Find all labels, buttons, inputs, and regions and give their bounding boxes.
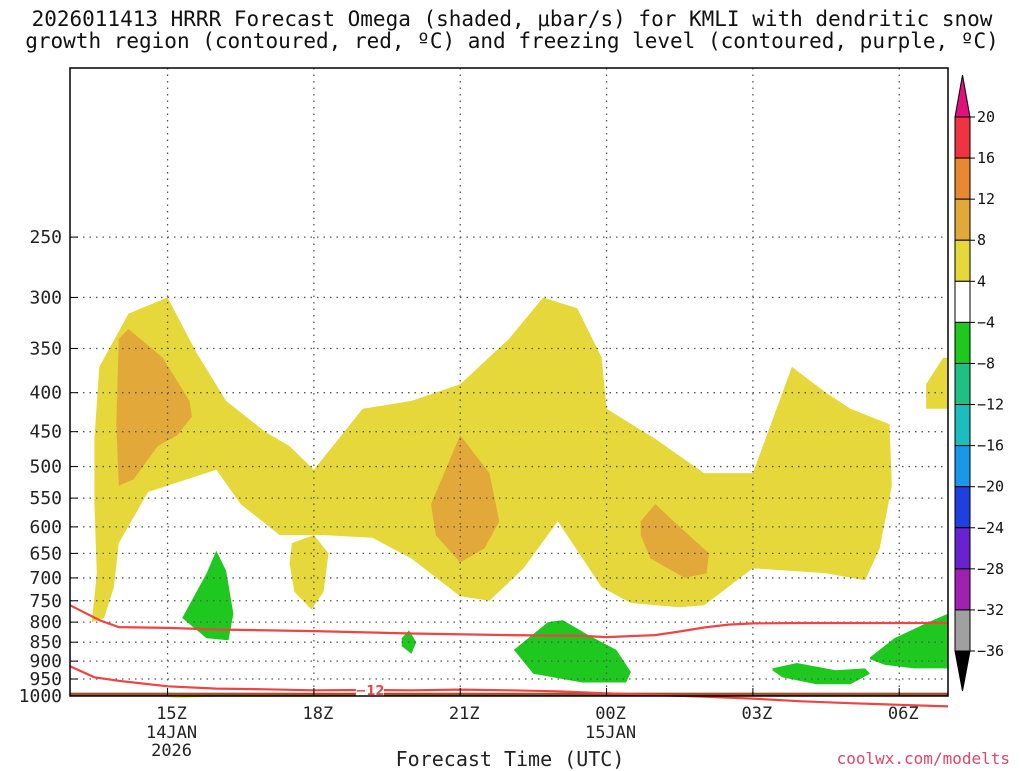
dgz-contour-1 xyxy=(69,665,949,708)
colorbar-swatch-10 xyxy=(954,527,971,570)
omega-region-6 xyxy=(640,504,709,578)
ytick-label-900: 900 xyxy=(29,651,62,672)
credit-link[interactable]: coolwx.com/modelts xyxy=(836,749,1010,768)
xtick-year-0: 2026 xyxy=(151,741,192,761)
colorbar-swatch-8 xyxy=(954,445,971,488)
xtick-label-1: 18Z xyxy=(303,704,334,724)
colorbar-swatch-6 xyxy=(954,362,971,406)
xtick-date-3: 15JAN xyxy=(585,723,636,743)
contour-label-bg-1 xyxy=(355,681,384,698)
chart-title-line-1: 2026011413 HRRR Forecast Omega (shaded, … xyxy=(31,7,993,31)
chart-title-line-2: growth region (contoured, red, ºC) and f… xyxy=(25,29,999,53)
colorbar-label-6: −8 xyxy=(977,354,995,372)
ytick-label-1000: 1000 xyxy=(19,686,62,707)
colorbar-label-2: 12 xyxy=(977,190,995,208)
dgz-contour-0 xyxy=(69,604,948,639)
omega-region-4 xyxy=(116,329,192,486)
colorbar-label-7: −12 xyxy=(977,396,1004,414)
omega-region-11 xyxy=(870,613,948,669)
xtick-label-0: 15Z xyxy=(156,704,187,724)
colorbar-label-4: 4 xyxy=(977,272,986,290)
colorbar-top-arrow xyxy=(954,74,971,118)
colorbar-bottom-arrow xyxy=(954,650,971,692)
colorbar-swatch-11 xyxy=(954,568,971,611)
colorbar-swatch-0 xyxy=(954,116,971,159)
colorbar-label-3: 8 xyxy=(977,231,986,249)
colorbar-swatch-12 xyxy=(954,609,971,652)
colorbar-swatch-3 xyxy=(954,239,971,282)
colorbar-label-5: −4 xyxy=(977,313,995,331)
colorbar-swatch-4 xyxy=(954,280,971,323)
colorbar-label-12: −32 xyxy=(977,601,1004,619)
colorbar-swatch-5 xyxy=(954,321,971,364)
colorbar-label-9: −20 xyxy=(977,478,1004,496)
xtick-date-0: 14JAN xyxy=(146,723,197,743)
colorbar-label-8: −16 xyxy=(977,437,1004,455)
colorbar-label-11: −28 xyxy=(977,560,1004,578)
ytick-label-700: 700 xyxy=(29,568,62,589)
ytick-label-300: 300 xyxy=(29,287,62,308)
ytick-label-400: 400 xyxy=(29,383,62,404)
omega-region-1 xyxy=(289,535,329,610)
ytick-label-450: 450 xyxy=(29,422,62,443)
ytick-label-650: 650 xyxy=(29,543,62,564)
colorbar-swatch-2 xyxy=(954,198,971,241)
xtick-label-5: 06Z xyxy=(888,704,919,724)
xtick-label-4: 03Z xyxy=(742,704,773,724)
colorbar-label-1: 16 xyxy=(977,149,995,167)
colorbar-label-0: 20 xyxy=(977,108,995,126)
omega-region-7 xyxy=(182,550,234,641)
ytick-label-750: 750 xyxy=(29,591,62,612)
ytick-label-250: 250 xyxy=(29,227,62,248)
ytick-label-800: 800 xyxy=(29,612,62,633)
colorbar-label-13: −36 xyxy=(977,642,1004,660)
ytick-label-600: 600 xyxy=(29,517,62,538)
ytick-label-850: 850 xyxy=(29,632,62,653)
plot-frame xyxy=(69,67,949,697)
colorbar-swatch-7 xyxy=(954,404,971,447)
ytick-label-500: 500 xyxy=(29,457,62,478)
chart-title: 2026011413 HRRR Forecast Omega (shaded, … xyxy=(0,8,1024,52)
colorbar-label-10: −24 xyxy=(977,519,1004,537)
ytick-label-950: 950 xyxy=(29,669,62,690)
ground-surface xyxy=(70,692,948,696)
contour-label-1: −12 xyxy=(355,684,384,699)
ytick-label-350: 350 xyxy=(29,338,62,359)
omega-region-2 xyxy=(926,357,948,409)
colorbar-swatch-1 xyxy=(954,157,971,200)
xtick-label-2: 21Z xyxy=(449,704,480,724)
x-axis-label: Forecast Time (UTC) xyxy=(395,747,625,771)
omega-region-10 xyxy=(772,663,870,685)
xtick-label-3: 00Z xyxy=(595,704,626,724)
ytick-label-550: 550 xyxy=(29,488,62,509)
colorbar-swatch-9 xyxy=(954,486,971,529)
